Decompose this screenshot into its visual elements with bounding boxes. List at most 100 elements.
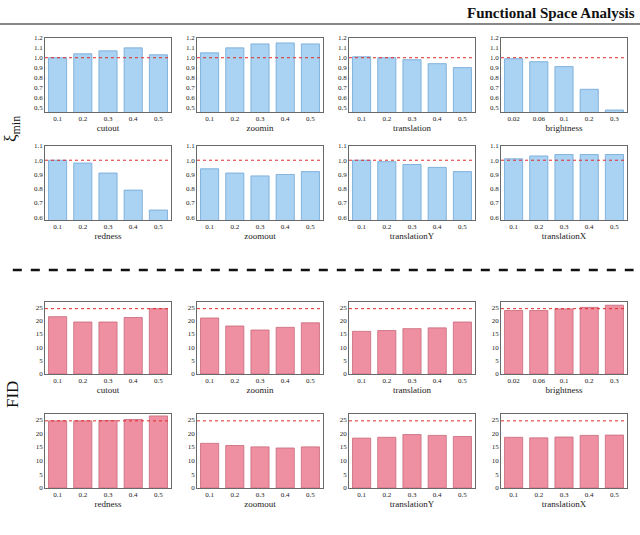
svg-text:0.2: 0.2 [78,377,87,385]
svg-text:20: 20 [340,430,348,438]
svg-text:0.4: 0.4 [433,491,442,499]
svg-text:0.9: 0.9 [490,171,499,179]
svg-text:0.6: 0.6 [186,214,195,222]
svg-text:0.2: 0.2 [230,377,239,385]
svg-text:0.5: 0.5 [610,223,619,231]
svg-text:0.5: 0.5 [186,104,195,112]
svg-text:0.2: 0.2 [534,223,543,231]
svg-text:0.1: 0.1 [205,377,214,385]
svg-text:0.1: 0.1 [560,377,569,385]
svg-text:0.7: 0.7 [34,84,43,92]
svg-text:0.2: 0.2 [230,115,239,123]
svg-text:5: 5 [495,357,499,365]
svg-text:0.1: 0.1 [509,491,518,499]
svg-text:0.2: 0.2 [534,491,543,499]
svg-text:25: 25 [492,416,500,424]
svg-text:translationX: translationX [542,499,587,509]
svg-text:0.1: 0.1 [205,115,214,123]
svg-text:0.6: 0.6 [338,214,347,222]
svg-text:5: 5 [191,357,195,365]
svg-text:5: 5 [495,471,499,479]
svg-text:5: 5 [39,357,43,365]
svg-text:1.0: 1.0 [34,54,43,62]
svg-text:0.9: 0.9 [34,64,43,72]
svg-text:0.8: 0.8 [34,185,43,193]
svg-text:0.1: 0.1 [357,115,366,123]
svg-text:0.7: 0.7 [338,199,347,207]
svg-text:1.2: 1.2 [338,34,347,42]
svg-text:0: 0 [343,484,347,492]
svg-text:25: 25 [340,304,348,312]
svg-text:0.1: 0.1 [53,491,62,499]
svg-text:0.3: 0.3 [256,115,265,123]
svg-text:0.8: 0.8 [338,185,347,193]
svg-text:25: 25 [188,304,196,312]
svg-text:1.1: 1.1 [490,142,499,150]
svg-text:0.8: 0.8 [34,74,43,82]
svg-text:0: 0 [191,484,195,492]
svg-text:5: 5 [343,471,347,479]
svg-text:0.3: 0.3 [104,377,113,385]
svg-text:0.1: 0.1 [53,115,62,123]
svg-text:0.7: 0.7 [186,199,195,207]
svg-text:brightness: brightness [546,385,583,395]
svg-text:0.6: 0.6 [338,94,347,102]
svg-text:0.3: 0.3 [610,115,619,123]
svg-text:0.06: 0.06 [533,377,546,385]
svg-text:15: 15 [36,330,44,338]
svg-text:10: 10 [492,457,500,465]
svg-text:1.0: 1.0 [490,54,499,62]
svg-text:0.5: 0.5 [154,491,163,499]
svg-text:0.4: 0.4 [585,223,594,231]
svg-text:0.3: 0.3 [560,491,569,499]
svg-text:0.2: 0.2 [382,115,391,123]
svg-text:1.0: 1.0 [186,157,195,165]
svg-text:25: 25 [340,416,348,424]
svg-text:0.7: 0.7 [34,199,43,207]
svg-text:10: 10 [340,457,348,465]
svg-text:FID: FID [3,381,22,408]
svg-text:0.5: 0.5 [490,104,499,112]
svg-text:brightness: brightness [546,123,583,133]
svg-text:0.2: 0.2 [78,491,87,499]
svg-text:translationX: translationX [542,231,587,241]
svg-text:1.0: 1.0 [338,157,347,165]
svg-text:0.3: 0.3 [408,377,417,385]
svg-text:0.5: 0.5 [154,223,163,231]
svg-text:0.1: 0.1 [509,223,518,231]
svg-text:0.2: 0.2 [382,491,391,499]
svg-text:0.5: 0.5 [458,115,467,123]
svg-text:0.06: 0.06 [533,115,546,123]
svg-text:20: 20 [188,317,196,325]
svg-text:25: 25 [188,416,196,424]
svg-text:15: 15 [340,443,348,451]
svg-text:0.3: 0.3 [256,223,265,231]
svg-text:0.8: 0.8 [490,74,499,82]
svg-text:zoomin: zoomin [247,123,274,133]
svg-text:0.2: 0.2 [78,223,87,231]
svg-text:0.4: 0.4 [433,223,442,231]
svg-text:1.1: 1.1 [338,142,347,150]
svg-text:1.0: 1.0 [186,54,195,62]
svg-text:0.5: 0.5 [306,377,315,385]
svg-text:25: 25 [492,304,500,312]
svg-text:0.5: 0.5 [154,115,163,123]
svg-text:10: 10 [340,344,348,352]
svg-text:zoomout: zoomout [244,231,276,241]
svg-text:10: 10 [188,457,196,465]
svg-text:20: 20 [188,430,196,438]
svg-text:10: 10 [36,344,44,352]
svg-text:0.3: 0.3 [610,377,619,385]
svg-text:0.9: 0.9 [186,64,195,72]
svg-text:Functional Space Analysis: Functional Space Analysis [467,5,635,21]
svg-text:25: 25 [36,304,44,312]
svg-text:zoomin: zoomin [247,385,274,395]
svg-text:0.6: 0.6 [186,94,195,102]
svg-text:5: 5 [191,471,195,479]
svg-text:0.3: 0.3 [256,377,265,385]
svg-text:0.4: 0.4 [281,491,290,499]
svg-text:0: 0 [343,370,347,378]
svg-text:0.7: 0.7 [490,199,499,207]
svg-text:20: 20 [36,430,44,438]
svg-text:15: 15 [36,443,44,451]
